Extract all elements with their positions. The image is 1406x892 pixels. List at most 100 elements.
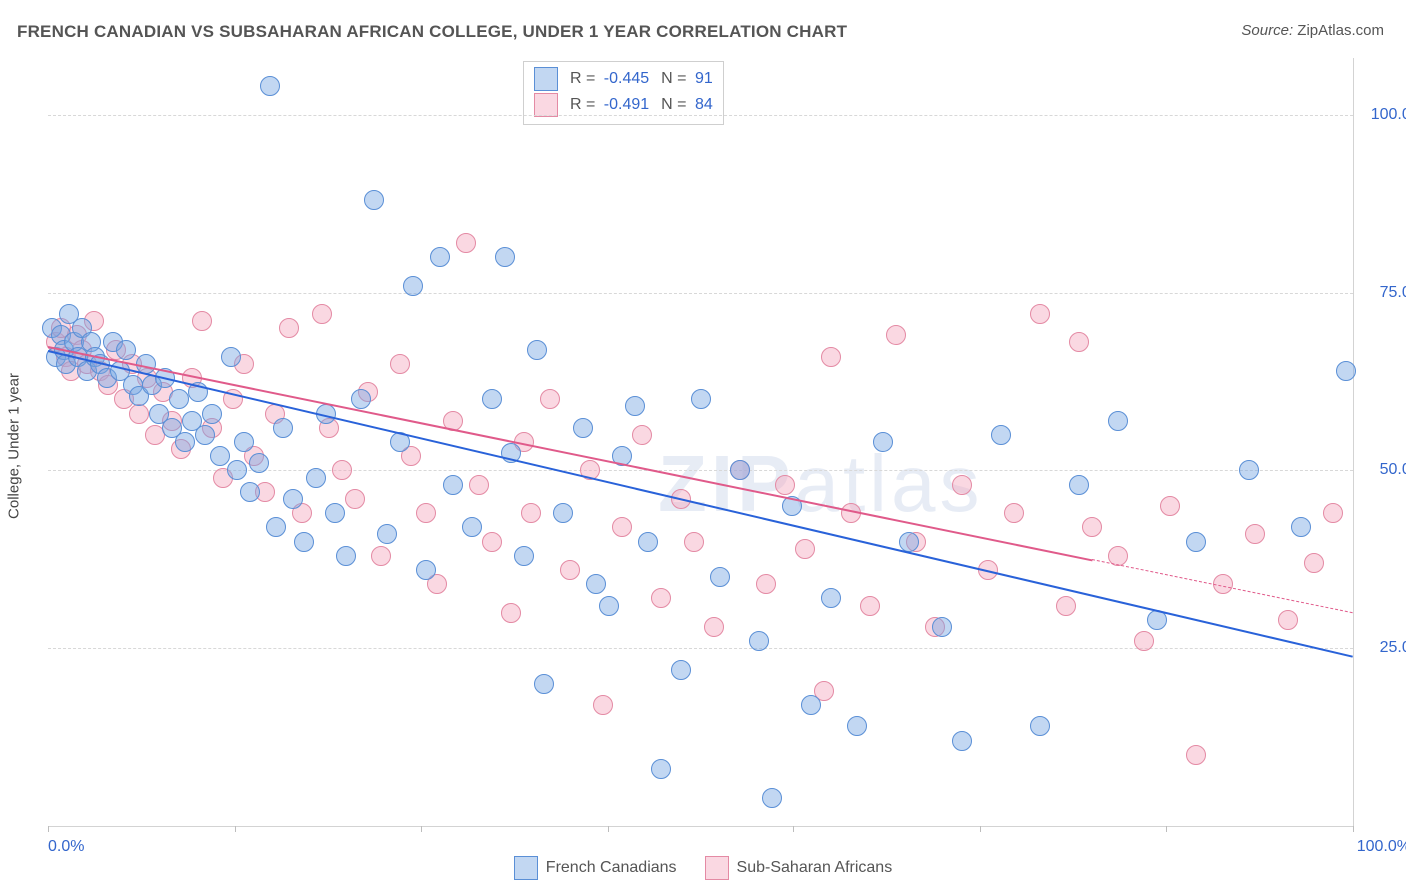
- x-tick-mark: [1166, 826, 1167, 832]
- scatter-point: [534, 674, 554, 694]
- stats-legend-row: R = -0.445 N = 91: [534, 66, 713, 92]
- scatter-point: [332, 460, 352, 480]
- scatter-point: [430, 247, 450, 267]
- scatter-point: [403, 276, 423, 296]
- scatter-point: [482, 532, 502, 552]
- legend-swatch: [514, 856, 538, 880]
- scatter-point: [1056, 596, 1076, 616]
- scatter-point: [1069, 475, 1089, 495]
- gridline-h: [48, 648, 1353, 649]
- scatter-point: [192, 311, 212, 331]
- scatter-point: [521, 503, 541, 523]
- scatter-point: [730, 460, 750, 480]
- legend-item: French Canadians: [514, 856, 677, 880]
- scatter-point: [952, 475, 972, 495]
- scatter-point: [684, 532, 704, 552]
- scatter-point: [775, 475, 795, 495]
- scatter-point: [560, 560, 580, 580]
- scatter-point: [1323, 503, 1343, 523]
- scatter-point: [456, 233, 476, 253]
- scatter-point: [625, 396, 645, 416]
- scatter-point: [221, 347, 241, 367]
- scatter-point: [462, 517, 482, 537]
- scatter-point: [527, 340, 547, 360]
- stat-n: N = 91: [661, 70, 713, 88]
- scatter-point: [762, 788, 782, 808]
- source-value: ZipAtlas.com: [1297, 22, 1384, 39]
- scatter-point: [416, 503, 436, 523]
- scatter-point: [632, 425, 652, 445]
- scatter-point: [651, 588, 671, 608]
- scatter-point: [210, 446, 230, 466]
- scatter-point: [932, 617, 952, 637]
- scatter-point: [482, 389, 502, 409]
- watermark: ZIPatlas: [658, 438, 983, 530]
- scatter-point: [586, 574, 606, 594]
- x-tick-mark: [608, 826, 609, 832]
- scatter-point: [377, 524, 397, 544]
- scatter-point: [1278, 610, 1298, 630]
- scatter-point: [1108, 411, 1128, 431]
- scatter-point: [795, 539, 815, 559]
- y-axis-label: College, Under 1 year: [6, 373, 23, 519]
- scatter-point: [1160, 496, 1180, 516]
- scatter-point: [1030, 716, 1050, 736]
- scatter-point: [873, 432, 893, 452]
- scatter-point: [169, 389, 189, 409]
- scatter-point: [227, 460, 247, 480]
- scatter-point: [260, 76, 280, 96]
- scatter-point: [312, 304, 332, 324]
- scatter-point: [710, 567, 730, 587]
- scatter-point: [294, 532, 314, 552]
- legend-label: Sub-Saharan Africans: [737, 859, 893, 877]
- scatter-point: [756, 574, 776, 594]
- scatter-point: [1239, 460, 1259, 480]
- scatter-point: [899, 532, 919, 552]
- stat-r: R = -0.491: [570, 96, 649, 114]
- x-tick-mark: [48, 826, 49, 832]
- x-tick-mark: [421, 826, 422, 832]
- scatter-point: [821, 347, 841, 367]
- stat-n: N = 84: [661, 96, 713, 114]
- scatter-point: [469, 475, 489, 495]
- scatter-point: [371, 546, 391, 566]
- scatter-point: [573, 418, 593, 438]
- x-tick-mark: [235, 826, 236, 832]
- scatter-point: [801, 695, 821, 715]
- scatter-point: [345, 489, 365, 509]
- scatter-point: [593, 695, 613, 715]
- scatter-point: [416, 560, 436, 580]
- scatter-point: [599, 596, 619, 616]
- scatter-point: [1030, 304, 1050, 324]
- scatter-point: [116, 340, 136, 360]
- legend-swatch: [705, 856, 729, 880]
- scatter-point: [234, 432, 254, 452]
- source-credit: Source: ZipAtlas.com: [1241, 22, 1384, 39]
- scatter-point: [691, 389, 711, 409]
- scatter-point: [651, 759, 671, 779]
- scatter-point: [991, 425, 1011, 445]
- scatter-point: [704, 617, 724, 637]
- scatter-point: [202, 404, 222, 424]
- y-tick-label: 75.0%: [1361, 284, 1406, 302]
- scatter-point: [847, 716, 867, 736]
- scatter-point: [249, 453, 269, 473]
- legend-swatch: [534, 67, 558, 91]
- chart-title: FRENCH CANADIAN VS SUBSAHARAN AFRICAN CO…: [17, 22, 847, 42]
- scatter-point: [336, 546, 356, 566]
- stat-r: R = -0.445: [570, 70, 649, 88]
- scatter-point: [1069, 332, 1089, 352]
- scatter-point: [501, 603, 521, 623]
- legend-item: Sub-Saharan Africans: [705, 856, 893, 880]
- x-tick-label: 0.0%: [48, 838, 84, 856]
- scatter-point: [860, 596, 880, 616]
- legend-label: French Canadians: [546, 859, 677, 877]
- scatter-point: [514, 546, 534, 566]
- scatter-point: [390, 354, 410, 374]
- scatter-point: [283, 489, 303, 509]
- scatter-point: [266, 517, 286, 537]
- scatter-point: [240, 482, 260, 502]
- y-tick-label: 25.0%: [1361, 639, 1406, 657]
- scatter-point: [821, 588, 841, 608]
- scatter-point: [1291, 517, 1311, 537]
